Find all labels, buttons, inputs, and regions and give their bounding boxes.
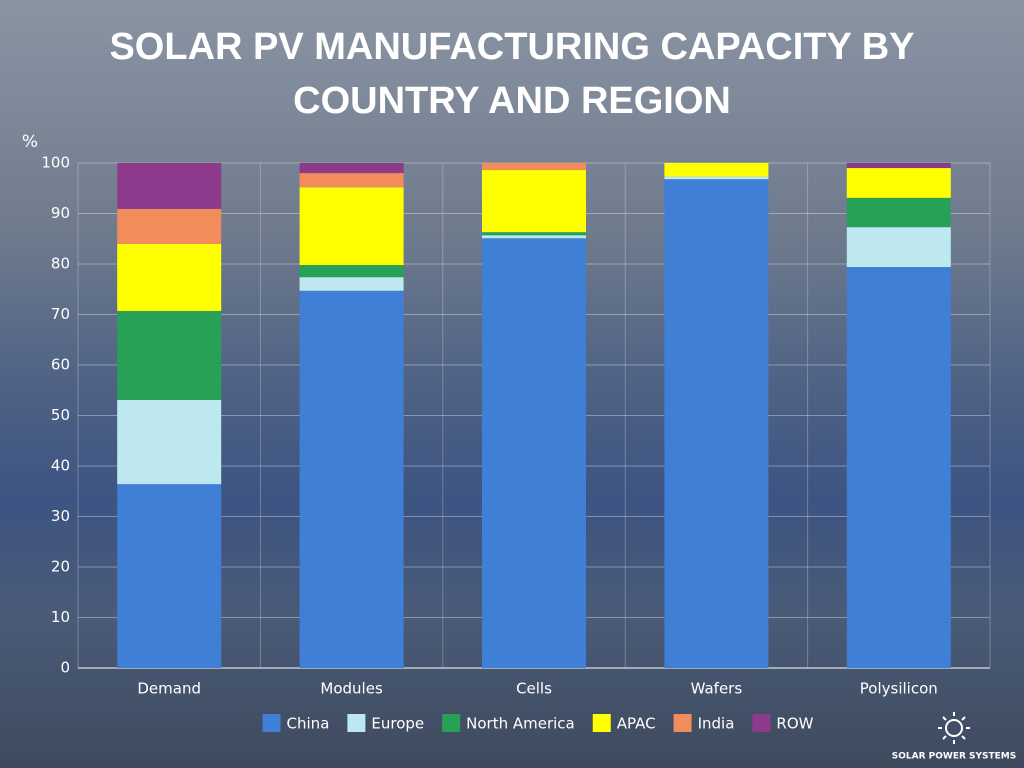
bar-segment xyxy=(117,310,222,400)
legend-label: ROW xyxy=(776,715,813,733)
bar-segment xyxy=(482,170,586,233)
y-axis-label: % xyxy=(22,132,38,152)
legend-swatch xyxy=(347,714,366,732)
bar-segment xyxy=(117,484,222,668)
bar-segment xyxy=(482,235,586,239)
bar-segment xyxy=(299,163,404,174)
y-tick-label: 80 xyxy=(51,255,70,273)
bar-segment xyxy=(846,163,951,169)
legend-label: North America xyxy=(466,715,575,733)
logo-text: SOLAR POWER SYSTEMS xyxy=(892,752,1017,762)
legend-swatch xyxy=(673,714,692,732)
x-tick-label: Wafers xyxy=(691,680,743,698)
legend-swatch xyxy=(752,714,771,732)
legend-swatch xyxy=(592,714,611,732)
bar-segment xyxy=(299,290,404,668)
bar-segment xyxy=(482,163,586,171)
x-tick-label: Demand xyxy=(137,680,201,698)
bar-segment xyxy=(482,232,586,236)
bar-segment xyxy=(299,187,404,266)
bar-segment xyxy=(117,208,222,244)
y-tick-label: 20 xyxy=(51,558,70,576)
y-tick-label: 60 xyxy=(51,356,70,374)
bar-segment xyxy=(846,168,951,198)
bar-segment xyxy=(846,227,951,268)
y-tick-label: 90 xyxy=(51,204,70,222)
y-tick-label: 40 xyxy=(51,457,70,475)
legend-label: Europe xyxy=(371,715,424,733)
bar-segment xyxy=(299,277,404,291)
bar-segment xyxy=(117,163,222,209)
legend-label: APAC xyxy=(617,715,656,733)
y-tick-label: 0 xyxy=(60,659,70,677)
x-tick-label: Modules xyxy=(320,680,383,698)
bar-segment xyxy=(846,197,951,228)
bar-segment xyxy=(664,163,769,177)
x-tick-label: Polysilicon xyxy=(860,680,938,698)
y-tick-label: 30 xyxy=(51,507,70,525)
bar-segment xyxy=(664,176,769,180)
y-tick-label: 70 xyxy=(51,305,70,323)
y-tick-label: 100 xyxy=(41,154,70,172)
bar-segment xyxy=(299,173,404,188)
legend: China Europe North America APAC India ROW xyxy=(262,714,814,733)
bar-segment xyxy=(846,267,951,668)
bar-segment xyxy=(299,265,404,278)
logo xyxy=(938,712,970,744)
legend-swatch xyxy=(442,714,461,732)
bar-segment xyxy=(117,243,222,311)
bar-segment xyxy=(482,238,586,668)
bar-segment xyxy=(664,179,769,668)
x-tick-label: Cells xyxy=(516,680,552,698)
legend-label: India xyxy=(698,715,735,733)
y-tick-label: 50 xyxy=(51,406,70,424)
y-tick-label: 10 xyxy=(51,608,70,626)
legend-swatch xyxy=(262,714,281,732)
chart-title: SOLAR PV MANUFACTURING CAPACITY BY COUNT… xyxy=(109,26,915,122)
bar-segment xyxy=(117,399,222,485)
legend-label: China xyxy=(287,715,330,733)
